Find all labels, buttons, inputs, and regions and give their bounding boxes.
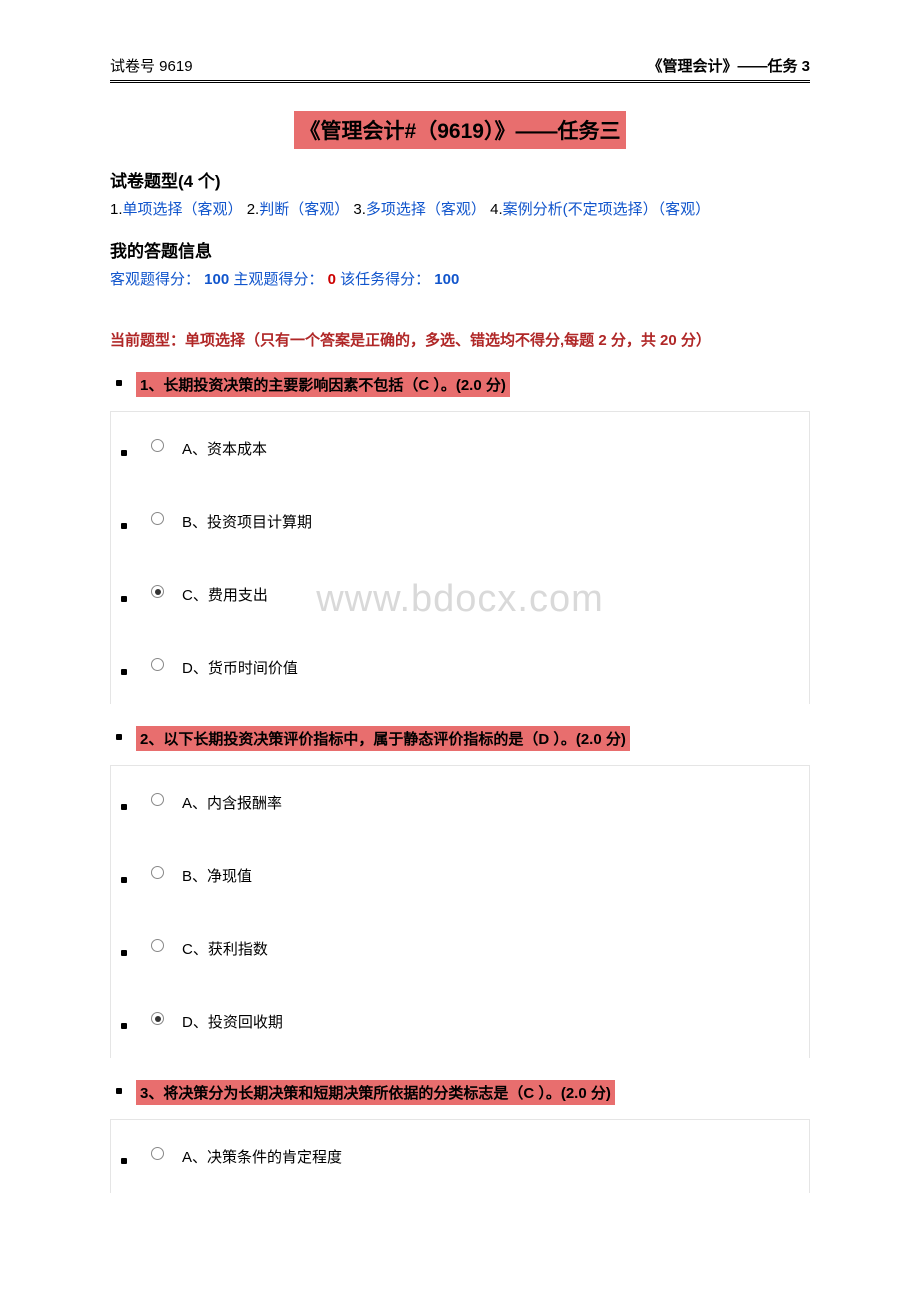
bullet-icon xyxy=(121,523,127,529)
bullet-icon xyxy=(121,877,127,883)
q1-options: A、资本成本 B、投资项目计算期 C、费用支出 D、货币时间价值 xyxy=(110,411,810,704)
my-answers-heading: 我的答题信息 xyxy=(110,237,810,262)
score-value-2: 0 xyxy=(323,271,336,288)
q2-stem-row: 2、以下长期投资决策评价指标中，属于静态评价指标的是（D ）。(2.0 分) xyxy=(110,726,810,751)
doc-title: 《管理会计#（9619）》——任务三 xyxy=(110,111,810,149)
q1-option-a[interactable]: A、资本成本 xyxy=(111,412,809,485)
type-link-2[interactable]: 判断（客观） xyxy=(259,201,349,218)
q2-option-a-label: A、内含报酬率 xyxy=(182,792,282,813)
section-instruction: 当前题型：单项选择（只有一个答案是正确的，多选、错选均不得分,每题 2 分，共 … xyxy=(110,329,810,350)
header-divider xyxy=(110,80,810,83)
type-num-1: 1. xyxy=(110,201,123,218)
q2-option-c[interactable]: C、获利指数 xyxy=(111,912,809,985)
q3-options: A、决策条件的肯定程度 xyxy=(110,1119,810,1193)
q2-option-b[interactable]: B、净现值 xyxy=(111,839,809,912)
types-row: 1.单项选择（客观） 2.判断（客观） 3.多项选择（客观） 4.案例分析(不定… xyxy=(110,198,810,219)
radio-icon[interactable] xyxy=(151,512,164,525)
bullet-icon xyxy=(121,669,127,675)
q2-option-d[interactable]: D、投资回收期 xyxy=(111,985,809,1058)
score-value-3: 100 xyxy=(430,271,459,288)
types-heading: 试卷题型(4 个) xyxy=(110,167,810,192)
radio-icon[interactable] xyxy=(151,866,164,879)
score-label-3: 该任务得分： xyxy=(340,271,430,288)
type-link-1[interactable]: 单项选择（客观） xyxy=(123,201,243,218)
q1-stem: 1、长期投资决策的主要影响因素不包括（C ）。(2.0 分) xyxy=(136,372,510,397)
q1-option-c-label: C、费用支出 xyxy=(182,584,268,605)
page: 试卷号 9619 《管理会计》——任务 3 《管理会计#（9619）》——任务三… xyxy=(0,0,920,1255)
q3-option-a-label: A、决策条件的肯定程度 xyxy=(182,1146,342,1167)
scores-row: 客观题得分： 100 主观题得分： 0 该任务得分： 100 xyxy=(110,268,810,289)
score-label-2: 主观题得分： xyxy=(233,271,323,288)
type-link-3[interactable]: 多项选择（客观） xyxy=(366,201,486,218)
score-value-1: 100 xyxy=(200,271,229,288)
q1-stem-row: 1、长期投资决策的主要影响因素不包括（C ）。(2.0 分) xyxy=(110,372,810,397)
bullet-icon xyxy=(116,1088,122,1094)
bullet-icon xyxy=(121,804,127,810)
header-left: 试卷号 9619 xyxy=(110,55,193,76)
radio-icon[interactable] xyxy=(151,658,164,671)
radio-icon[interactable] xyxy=(151,439,164,452)
q3-stem-row: 3、将决策分为长期决策和短期决策所依据的分类标志是（C ）。(2.0 分) xyxy=(110,1080,810,1105)
radio-icon[interactable] xyxy=(151,1147,164,1160)
radio-icon[interactable] xyxy=(151,585,164,598)
q1-option-b-label: B、投资项目计算期 xyxy=(182,511,312,532)
q1-option-d-label: D、货币时间价值 xyxy=(182,657,298,678)
bullet-icon xyxy=(116,380,122,386)
q1-option-d[interactable]: D、货币时间价值 xyxy=(111,631,809,704)
type-link-4[interactable]: 案例分析(不定项选择）（客观） xyxy=(503,201,711,218)
doc-title-text: 《管理会计#（9619）》——任务三 xyxy=(294,111,627,149)
radio-icon[interactable] xyxy=(151,793,164,806)
radio-icon[interactable] xyxy=(151,1012,164,1025)
radio-icon[interactable] xyxy=(151,939,164,952)
q2-option-c-label: C、获利指数 xyxy=(182,938,268,959)
q2-stem: 2、以下长期投资决策评价指标中，属于静态评价指标的是（D ）。(2.0 分) xyxy=(136,726,630,751)
bullet-icon xyxy=(121,596,127,602)
q1-option-b[interactable]: B、投资项目计算期 xyxy=(111,485,809,558)
q3-option-a[interactable]: A、决策条件的肯定程度 xyxy=(111,1120,809,1193)
q2-option-a[interactable]: A、内含报酬率 xyxy=(111,766,809,839)
header-right: 《管理会计》——任务 3 xyxy=(647,55,810,76)
bullet-icon xyxy=(121,450,127,456)
bullet-icon xyxy=(121,1023,127,1029)
page-header: 试卷号 9619 《管理会计》——任务 3 xyxy=(110,55,810,80)
bullet-icon xyxy=(121,1158,127,1164)
type-num-2: 2. xyxy=(247,201,260,218)
q2-options: A、内含报酬率 B、净现值 C、获利指数 D、投资回收期 xyxy=(110,765,810,1058)
bullet-icon xyxy=(116,734,122,740)
type-num-4: 4. xyxy=(490,201,503,218)
q1-option-a-label: A、资本成本 xyxy=(182,438,267,459)
q1-option-c[interactable]: C、费用支出 xyxy=(111,558,809,631)
score-label-1: 客观题得分： xyxy=(110,271,200,288)
q3-stem: 3、将决策分为长期决策和短期决策所依据的分类标志是（C ）。(2.0 分) xyxy=(136,1080,615,1105)
type-num-3: 3. xyxy=(353,201,366,218)
q2-option-d-label: D、投资回收期 xyxy=(182,1011,283,1032)
bullet-icon xyxy=(121,950,127,956)
q2-option-b-label: B、净现值 xyxy=(182,865,252,886)
